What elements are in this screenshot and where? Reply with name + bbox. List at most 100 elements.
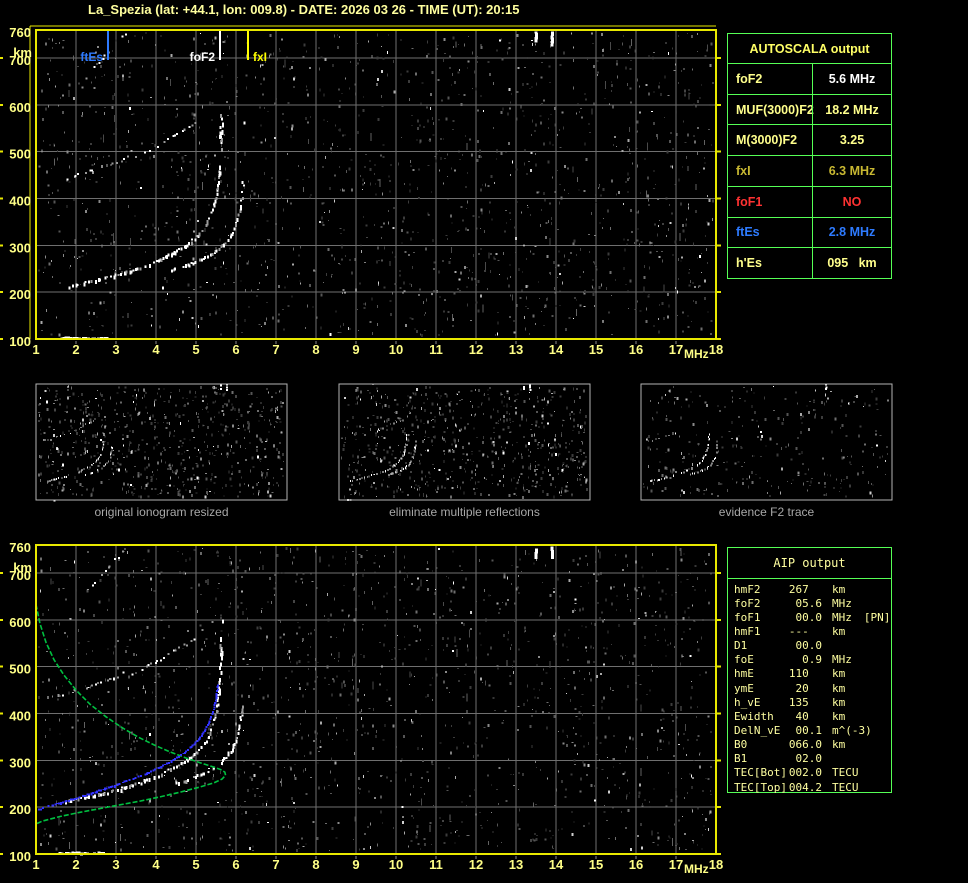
svg-text:foF2: foF2 [190, 50, 216, 64]
plot-border [35, 29, 717, 340]
svg-text:100: 100 [9, 849, 31, 864]
aip-table-body: hmF2 267 km foF2 05.6 MHz foF1 00.0 MHz [PN] hmF1… [728, 579, 891, 794]
svg-text:12: 12 [469, 342, 483, 357]
parameter-value: 20 [795, 681, 822, 695]
parameter-value: 02.0 [795, 752, 823, 766]
parameter-unit: m^(-3) [832, 723, 872, 737]
table-row: foF1 NO [728, 186, 891, 218]
parameter-value: 066.0 [788, 738, 822, 752]
svg-text:200: 200 [9, 802, 31, 817]
table-row: fxI 6.3 MHz [728, 156, 891, 187]
table-row: ymE 20 km [734, 681, 891, 695]
svg-text:500: 500 [9, 662, 31, 677]
svg-text:18: 18 [709, 857, 723, 872]
parameter-value: 05.6 [795, 596, 823, 610]
parameter-label: B1 [734, 752, 748, 766]
svg-text:7: 7 [272, 342, 279, 357]
svg-text:5: 5 [192, 342, 199, 357]
axis-labels: 1 2 3 4 5 6 7 8 9 10 11 12 13 14 15 16 17 18MHz1002003004… [9, 25, 723, 361]
echo-trace-dots [47, 31, 554, 341]
parameter-value: 40 [795, 709, 822, 723]
top-ionogram-plot: 1 2 3 4 5 6 7 8 9 10 11 12 13 14 15 16 17 18MHz1002003004… [0, 25, 723, 361]
parameter-label: foF1 [734, 610, 761, 624]
parameter-unit: km [832, 582, 846, 596]
parameter-label: hmF2 [734, 582, 761, 596]
table-row: B0 066.0 km [734, 738, 891, 752]
svg-text:400: 400 [9, 709, 31, 724]
svg-text:400: 400 [9, 194, 31, 209]
table-row: Ewidth 40 km [734, 709, 891, 723]
table-row: foF1 00.0 MHz [PN] [734, 610, 891, 624]
parameter-label: Ewidth [734, 709, 774, 723]
parameter-label: foF1 [736, 194, 763, 209]
parameter-value: 00.0 [795, 610, 823, 624]
parameter-value: 5.6 MHz [812, 64, 891, 94]
parameter-label: DelN_vE [734, 723, 781, 737]
parameter-unit: MHz [832, 653, 852, 667]
svg-text:1: 1 [32, 342, 39, 357]
echo-noise-dots [38, 547, 712, 853]
axis-ticks [0, 572, 721, 859]
grid-lines [36, 545, 716, 854]
parameter-value: NO [812, 186, 891, 217]
table-row: hmE 110 km [734, 667, 891, 681]
parameter-label: foF2 [734, 596, 761, 610]
table-row: B1 02.0 [734, 752, 891, 766]
svg-text:200: 200 [9, 287, 31, 302]
svg-text:15: 15 [589, 857, 603, 872]
axis-ticks [0, 57, 721, 344]
echo-noise-dots [38, 32, 714, 337]
table-row: h_vE 135 km [734, 695, 891, 709]
table-row: MUF(3000)F2 18.2 MHz [728, 94, 891, 126]
parameter-label: B0 [734, 738, 748, 752]
svg-text:10: 10 [389, 342, 403, 357]
parameter-value: 2.8 MHz [812, 217, 891, 248]
parameter-value: 095 km [812, 248, 891, 279]
svg-text:700: 700 [9, 568, 31, 583]
thumbnail-border [640, 383, 893, 501]
svg-text:600: 600 [9, 100, 31, 115]
parameter-value: 18.2 MHz [812, 94, 891, 125]
thumbnail-border [35, 383, 288, 501]
svg-text:6: 6 [232, 857, 239, 872]
svg-text:MHz: MHz [684, 862, 709, 876]
table-row: ftEs 2.8 MHz [728, 217, 891, 249]
svg-text:5: 5 [192, 857, 199, 872]
plot-border [35, 544, 717, 855]
parameter-value: 3.25 [812, 125, 891, 156]
svg-text:16: 16 [629, 342, 643, 357]
parameter-value: 135 [788, 695, 822, 709]
svg-text:17: 17 [669, 857, 683, 872]
svg-text:760: 760 [9, 540, 31, 555]
parameter-value: --- [788, 624, 822, 638]
svg-text:1: 1 [32, 857, 39, 872]
svg-text:km: km [13, 45, 32, 60]
svg-text:3: 3 [112, 342, 119, 357]
bottom-ionogram-plot: 1 2 3 4 5 6 7 8 9 10 11 12 13 14 15 16 17 18MHz1002003004… [0, 540, 723, 876]
parameter-label: h'Es [736, 256, 762, 271]
svg-text:15: 15 [589, 342, 603, 357]
table-row: foF2 05.6 MHz [734, 596, 891, 610]
parameter-value: 0.9 [802, 653, 822, 667]
parameter-label: h_vE [734, 695, 761, 709]
svg-text:2: 2 [72, 857, 79, 872]
parameter-value: 110 [788, 667, 822, 681]
table-row: M(3000)F2 3.25 [728, 125, 891, 157]
parameter-label: hmE [734, 667, 754, 681]
parameter-unit: km [832, 681, 846, 695]
svg-text:4: 4 [152, 342, 160, 357]
parameter-unit: km [832, 695, 846, 709]
table-row: TEC[Bot] 002.0 TECU [734, 766, 891, 780]
svg-text:9: 9 [352, 857, 359, 872]
parameter-value: 002.0 [788, 766, 822, 780]
table-row: h'Es 095 km [728, 248, 891, 279]
table-row: DelN_vE 00.1 m^(-3) [734, 723, 891, 737]
table-row: foE 0.9 MHz [734, 653, 891, 667]
svg-text:ftEs: ftEs [80, 50, 103, 64]
parameter-unit: TECU [832, 780, 859, 794]
svg-text:300: 300 [9, 755, 31, 770]
thumbnail-2-plot [338, 383, 591, 502]
parameter-label: ftEs [736, 225, 760, 240]
axis-labels: 1 2 3 4 5 6 7 8 9 10 11 12 13 14 15 16 17 18MHz1002003004… [9, 540, 723, 876]
